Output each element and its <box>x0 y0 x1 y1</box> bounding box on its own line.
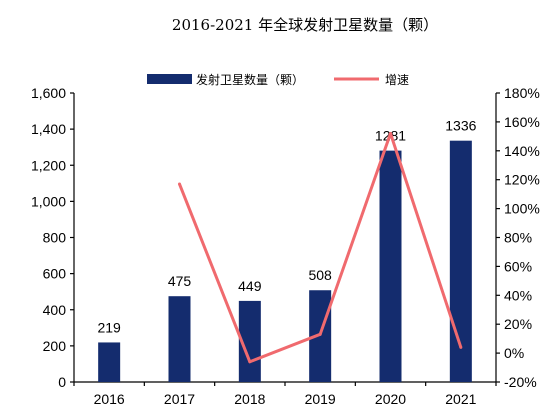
growth-point <box>248 360 252 364</box>
bar <box>168 296 191 382</box>
bar <box>449 140 472 382</box>
right-tick-label: -20% <box>504 374 537 390</box>
bar-data-label: 475 <box>168 273 192 289</box>
right-tick-label: 180% <box>504 85 540 101</box>
bar <box>309 290 332 382</box>
x-tick-label: 2020 <box>375 391 406 407</box>
bar <box>379 150 402 382</box>
right-tick-label: 80% <box>504 230 532 246</box>
left-tick-label: 1,600 <box>31 85 66 101</box>
left-tick-label: 0 <box>58 374 66 390</box>
growth-point <box>389 131 392 135</box>
x-tick-label: 2019 <box>305 391 336 407</box>
growth-point <box>459 345 463 349</box>
right-tick-label: 60% <box>504 258 532 274</box>
bar-data-label: 508 <box>308 267 332 283</box>
plot-area: 0 200 400 600 800 1,000 1,200 1,400 1,600 -20% 0% 2… <box>31 85 540 407</box>
chart-title: 2016-2021 年全球发射卫星数量（颗） <box>172 16 438 34</box>
left-tick-label: 400 <box>43 302 67 318</box>
left-tick-label: 200 <box>43 338 67 354</box>
legend-line-label: 增速 <box>385 73 409 87</box>
legend-bar-swatch <box>147 74 192 84</box>
growth-point <box>318 332 322 336</box>
legend-bar-label: 发射卫星数量（颗） <box>196 72 304 87</box>
x-tick-label: 2016 <box>94 391 125 407</box>
legend: 发射卫星数量（颗） 增速 <box>147 72 409 87</box>
right-tick-label: 120% <box>504 172 540 188</box>
right-tick-label: 100% <box>504 201 540 217</box>
right-tick-label: 0% <box>504 345 524 361</box>
bar <box>238 300 261 382</box>
right-tick-label: 160% <box>504 114 540 130</box>
x-tick-label: 2021 <box>445 391 476 407</box>
right-tick-label: 20% <box>504 316 532 332</box>
bar <box>98 342 121 382</box>
left-tick-label: 600 <box>43 266 67 282</box>
right-tick-label: 40% <box>504 287 532 303</box>
x-tick-label: 2018 <box>234 391 265 407</box>
right-tick-label: 140% <box>504 143 540 159</box>
bar-data-label: 219 <box>97 319 121 335</box>
bar-data-label: 1336 <box>445 118 476 134</box>
left-tick-label: 1,400 <box>31 121 66 137</box>
x-tick-label: 2017 <box>164 391 195 407</box>
left-tick-label: 800 <box>43 230 67 246</box>
left-tick-label: 1,000 <box>31 193 66 209</box>
growth-point <box>178 182 181 186</box>
bar-data-label: 449 <box>238 278 262 294</box>
left-tick-label: 1,200 <box>31 157 66 173</box>
